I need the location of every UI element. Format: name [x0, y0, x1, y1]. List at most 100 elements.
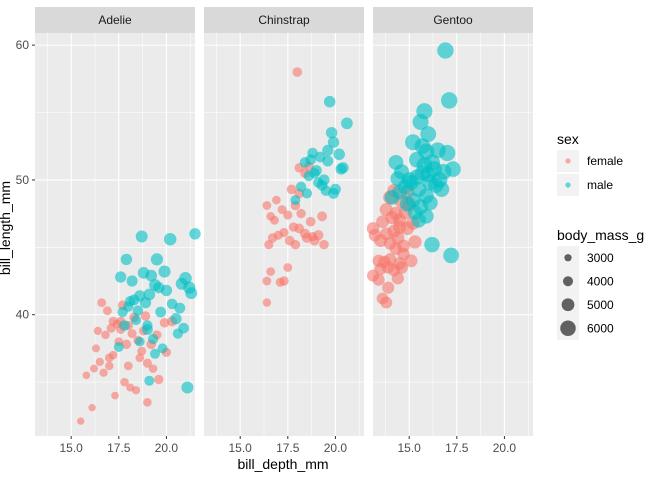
data-point: [143, 398, 152, 407]
data-point: [292, 67, 303, 77]
data-point: [290, 239, 301, 250]
data-point: [305, 154, 316, 165]
data-point: [403, 175, 419, 191]
legend-key-point: [565, 158, 571, 164]
data-point: [408, 235, 422, 249]
data-point: [150, 253, 164, 266]
data-point: [144, 375, 155, 386]
size-legend-item-3000: 3000: [557, 246, 614, 270]
facet-strip-label: Gentoo: [433, 13, 473, 27]
data-point: [309, 167, 320, 179]
data-point: [117, 306, 128, 318]
data-point: [423, 154, 441, 171]
size-legend-item-5000: 5000: [557, 293, 614, 317]
data-point: [308, 231, 318, 242]
color-legend-title: sex: [557, 131, 579, 147]
size-legend-title: body_mass_g: [557, 227, 644, 243]
data-point: [412, 113, 429, 131]
data-point: [283, 210, 293, 220]
facet-strip: [204, 7, 364, 33]
y-tick-label: 40: [16, 308, 30, 322]
data-point: [366, 222, 380, 235]
data-point: [158, 265, 171, 278]
data-point: [305, 216, 316, 227]
data-point: [88, 404, 96, 412]
data-point: [135, 230, 148, 243]
facet-strip-label: Chinstrap: [258, 13, 310, 27]
data-point: [148, 364, 158, 373]
color-legend-keys: female male: [557, 150, 623, 196]
x-tick-label: 15.0: [229, 441, 253, 455]
legend-label: 6000: [587, 322, 614, 336]
series-gentoo-male: [384, 42, 461, 264]
data-point: [175, 277, 188, 290]
data-point: [105, 361, 114, 371]
legend-label: 3000: [587, 251, 614, 265]
legend-key-point: [560, 320, 576, 337]
x-tick-label: 15.0: [398, 441, 422, 455]
x-tick-label: 17.5: [276, 441, 300, 455]
x-axis-title: bill_depth_mm: [237, 456, 328, 472]
data-point: [121, 339, 132, 349]
x-tick-label: 20.0: [155, 441, 179, 455]
data-point: [119, 320, 130, 331]
series-chinstrap-female: [262, 67, 329, 307]
data-point: [279, 276, 289, 286]
data-point: [319, 239, 329, 250]
data-point: [150, 348, 160, 359]
data-point: [322, 144, 334, 156]
data-point: [120, 377, 129, 387]
data-point: [391, 272, 404, 285]
data-point: [126, 275, 138, 287]
data-point: [102, 306, 112, 316]
data-point: [97, 298, 107, 308]
legend-key-point: [562, 276, 574, 287]
data-point: [383, 253, 397, 266]
data-point: [266, 267, 276, 276]
data-point: [433, 181, 450, 197]
data-point: [95, 357, 104, 367]
data-point: [405, 134, 421, 151]
data-point: [132, 305, 144, 316]
color-legend-item-male: male: [557, 174, 613, 196]
data-point: [443, 247, 459, 264]
data-points: [77, 42, 461, 425]
color-legend-item-female: female: [557, 150, 623, 172]
data-point: [166, 298, 178, 310]
data-point: [145, 269, 158, 282]
data-point: [135, 353, 145, 363]
data-point: [178, 322, 189, 334]
size-legend-item-6000: 6000: [557, 316, 614, 340]
data-point: [301, 188, 313, 199]
data-point: [329, 183, 341, 195]
data-point: [295, 181, 307, 192]
data-point: [189, 228, 201, 240]
data-point: [181, 381, 194, 394]
x-tick-label: 20.0: [324, 441, 348, 455]
data-point: [92, 344, 100, 353]
x-tick-label: 15.0: [60, 441, 84, 455]
series-adelie-male: [113, 228, 201, 394]
data-point: [388, 154, 404, 170]
x-tick-label: 20.0: [493, 441, 517, 455]
data-point: [445, 161, 461, 177]
data-point: [397, 247, 410, 261]
data-point: [380, 296, 393, 309]
data-point: [323, 95, 336, 108]
data-point: [147, 333, 159, 345]
data-point: [390, 171, 406, 186]
data-point: [77, 417, 85, 425]
data-point: [422, 195, 438, 211]
axes: 40 50 60 15.0 17.5 20.0 15.0 17.5 20.0 15.0 17.5 2…: [0, 38, 516, 472]
data-point: [185, 287, 198, 300]
data-point: [142, 358, 152, 368]
data-point: [408, 151, 425, 168]
data-point: [124, 295, 136, 307]
data-point: [113, 342, 124, 352]
data-point: [325, 126, 338, 139]
data-point: [286, 184, 297, 195]
facet-panels: Adelie Chinstrap Gentoo: [35, 7, 533, 436]
data-point: [120, 253, 133, 266]
data-point: [111, 391, 119, 400]
